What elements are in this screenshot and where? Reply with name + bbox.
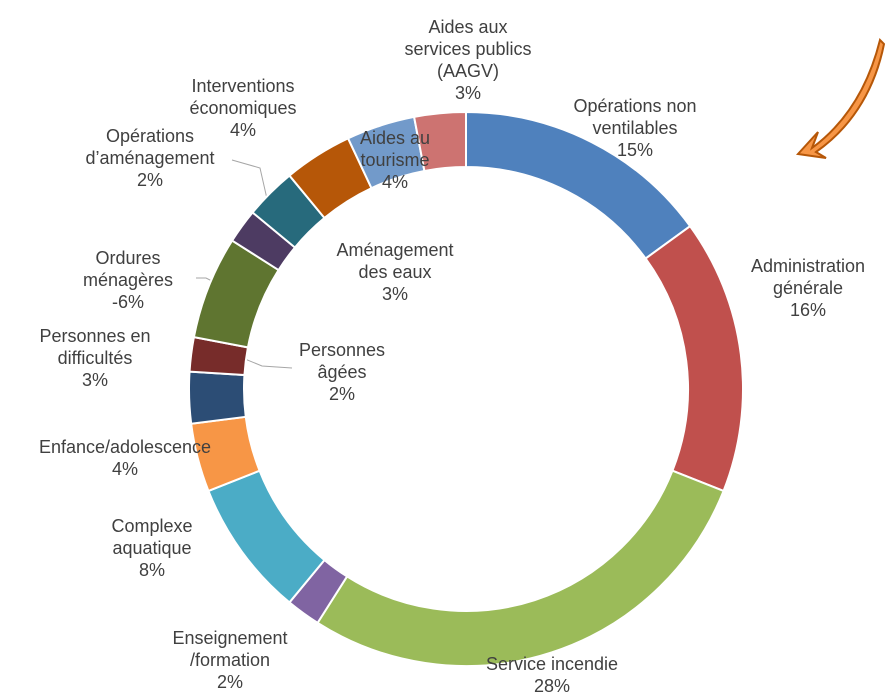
category-label: Opérations d’aménagement <box>85 126 215 168</box>
data-label: Service incendie 28% <box>486 653 618 697</box>
value-label: -6% <box>111 292 144 312</box>
data-label: Opérations d’aménagement 2% <box>85 125 214 191</box>
data-label: Enfance/adolescence 4% <box>39 436 211 480</box>
category-label: Opérations non ventilables <box>573 96 697 138</box>
data-label: Ordures ménagères -6% <box>83 247 173 313</box>
value-label: 4% <box>381 172 408 192</box>
category-label: Aides au tourisme <box>359 128 431 170</box>
value-label: 15% <box>616 140 654 160</box>
value-label: 2% <box>328 384 355 404</box>
category-label: Enseignement /formation <box>172 628 288 670</box>
value-label: 16% <box>789 300 827 320</box>
value-label: 4% <box>111 459 138 479</box>
category-label: Interventions économiques <box>189 76 297 118</box>
value-label: 4% <box>229 120 257 140</box>
data-label: Aides au tourisme 4% <box>360 127 430 193</box>
data-label: Personnes en difficultés 3% <box>39 325 150 391</box>
value-label: 2% <box>216 672 244 692</box>
category-label: Complexe aquatique <box>111 516 193 558</box>
data-label: Aides aux services publics (AAGV) 3% <box>404 16 531 104</box>
slice <box>644 224 744 493</box>
arrow <box>795 38 885 159</box>
value-label: 8% <box>138 560 166 580</box>
data-label: Complexe aquatique 8% <box>111 515 192 581</box>
slice <box>316 469 725 667</box>
category-label: Service incendie <box>485 654 619 674</box>
data-label: Opérations non ventilables 15% <box>573 95 696 161</box>
data-label: Enseignement /formation 2% <box>172 627 287 693</box>
data-label: Administration générale 16% <box>751 255 865 321</box>
slice <box>188 370 247 425</box>
value-label: 3% <box>81 370 109 390</box>
value-label: 3% <box>454 83 482 103</box>
data-label: Aménagement des eaux 3% <box>336 239 453 305</box>
value-label: 28% <box>533 676 571 696</box>
data-label: Interventions économiques 4% <box>189 75 296 141</box>
category-label: Personnes âgées <box>298 340 386 382</box>
category-label: Administration générale <box>750 256 866 298</box>
value-label: 2% <box>136 170 163 190</box>
category-label: Aménagement des eaux <box>336 240 454 282</box>
category-label: Enfance/adolescence <box>38 437 212 457</box>
value-label: 3% <box>381 284 409 304</box>
category-label: Ordures ménagères <box>82 248 174 290</box>
category-label: Aides aux services publics (AAGV) <box>404 17 532 81</box>
slice <box>412 110 467 173</box>
category-label: Personnes en difficultés <box>39 326 151 368</box>
data-label: Personnes âgées 2% <box>299 339 385 405</box>
